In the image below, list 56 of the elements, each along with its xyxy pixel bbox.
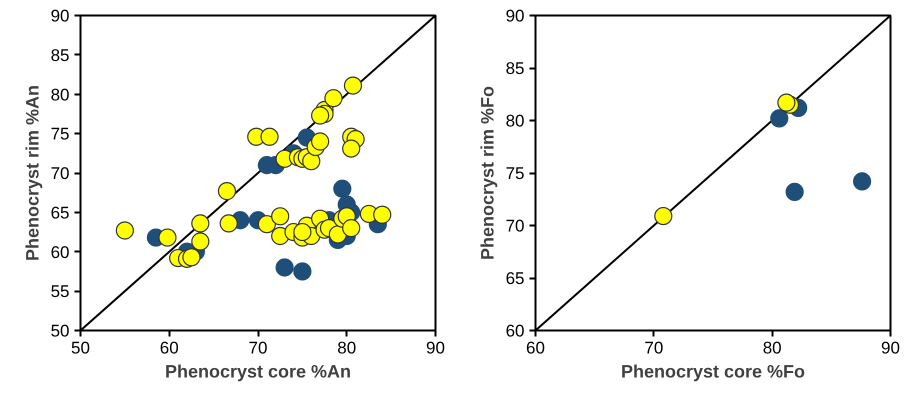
point — [271, 207, 290, 226]
y-tick-label: 80 — [50, 85, 70, 104]
x-tick-label: 90 — [881, 338, 900, 358]
point — [324, 89, 343, 108]
point — [191, 214, 210, 232]
x-tick-label: 80 — [762, 338, 782, 358]
x-tick-label: 50 — [71, 338, 90, 358]
point — [191, 232, 210, 251]
y-tick-label: 85 — [506, 59, 525, 78]
x-tick-label: 70 — [644, 338, 664, 358]
y-tick-label: 90 — [50, 6, 70, 26]
x-axis-title: Phenocryst core %An — [164, 362, 352, 382]
x-tick-label: 90 — [426, 338, 445, 358]
point — [258, 215, 276, 234]
point — [116, 221, 134, 240]
point — [220, 214, 238, 232]
y-axis-title: Phenocryst rim %An — [22, 84, 43, 262]
y-axis-title: Phenocryst rim %Fo — [478, 86, 498, 260]
x-axis-title: Phenocryst core %Fo — [620, 362, 806, 382]
y-tick-label: 60 — [50, 242, 70, 262]
point — [302, 152, 320, 170]
point — [654, 206, 672, 226]
y-tick-label: 65 — [50, 203, 70, 222]
point — [770, 109, 788, 128]
y-tick-label: 70 — [50, 164, 70, 183]
point — [311, 132, 330, 151]
point — [853, 172, 872, 190]
y-tick-label: 65 — [506, 269, 525, 288]
point — [777, 94, 796, 112]
point — [342, 140, 360, 158]
point — [342, 219, 360, 238]
y-tick-label: 55 — [50, 282, 70, 302]
point — [182, 248, 201, 266]
point — [293, 222, 312, 242]
y-tick-label: 90 — [506, 6, 525, 26]
y-tick-label: 60 — [506, 322, 525, 340]
point — [344, 76, 362, 95]
point — [276, 258, 294, 277]
point — [158, 228, 177, 247]
point — [311, 106, 330, 125]
point — [260, 128, 279, 146]
point — [373, 206, 392, 224]
y-tick-label: 50 — [50, 322, 70, 340]
y-tick-label: 80 — [506, 112, 525, 130]
x-tick-label: 60 — [526, 338, 545, 358]
point — [293, 262, 312, 281]
y-tick-label: 70 — [506, 216, 525, 236]
point — [786, 182, 804, 201]
y-tick-label: 75 — [506, 164, 525, 183]
x-tick-label: 60 — [160, 338, 179, 358]
point — [218, 182, 236, 200]
y-tick-label: 85 — [50, 46, 70, 65]
x-tick-label: 70 — [248, 338, 268, 358]
x-tick-label: 80 — [337, 338, 356, 358]
y-tick-label: 75 — [50, 124, 70, 144]
point — [333, 180, 352, 198]
